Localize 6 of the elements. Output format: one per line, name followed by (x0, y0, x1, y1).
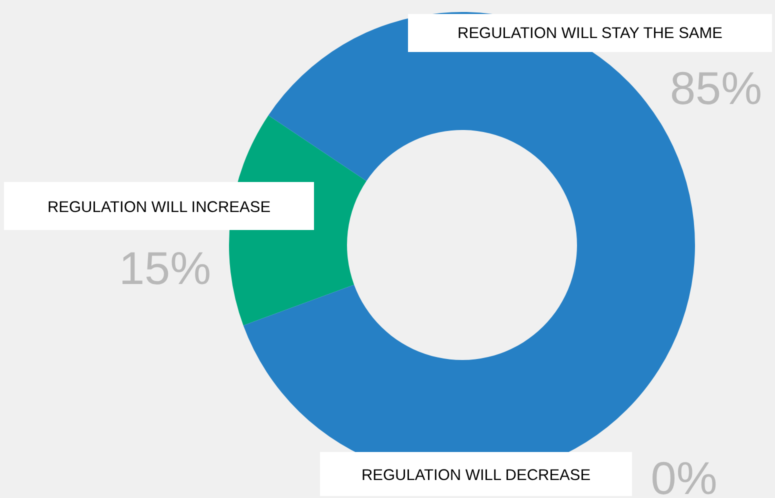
slice-label: REGULATION WILL INCREASE (47, 199, 271, 216)
data-label: 15% (118, 242, 212, 294)
data-label: 85% (670, 62, 762, 114)
category-label: REGULATION WILL DECREASE (361, 467, 591, 484)
text: 0% (650, 452, 718, 498)
slice-label: REGULATION WILL STAY THE SAME (458, 25, 722, 42)
